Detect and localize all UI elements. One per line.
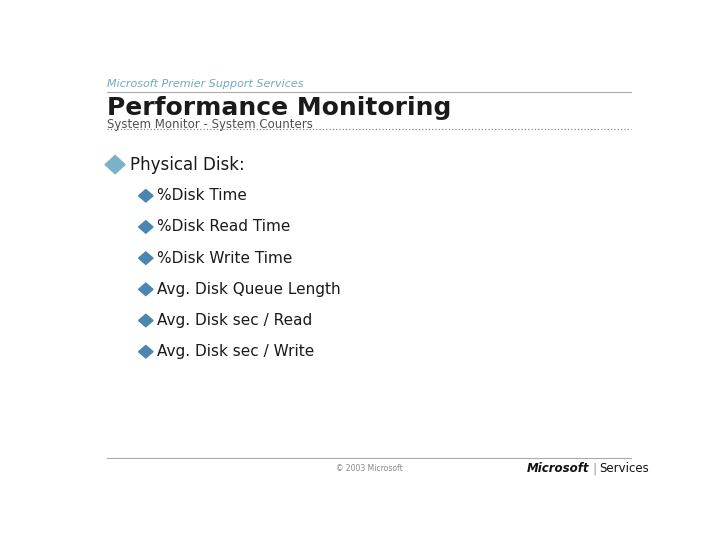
Text: %Disk Write Time: %Disk Write Time xyxy=(157,251,292,266)
Text: Performance Monitoring: Performance Monitoring xyxy=(107,96,451,120)
Polygon shape xyxy=(138,346,153,358)
Text: %Disk Read Time: %Disk Read Time xyxy=(157,219,290,234)
Text: Services: Services xyxy=(599,462,649,475)
Text: |: | xyxy=(593,462,596,475)
Polygon shape xyxy=(138,252,153,265)
Polygon shape xyxy=(138,190,153,202)
Text: System Monitor - System Counters: System Monitor - System Counters xyxy=(107,118,312,131)
Text: Avg. Disk sec / Write: Avg. Disk sec / Write xyxy=(157,344,314,359)
Text: Microsoft: Microsoft xyxy=(527,462,590,475)
Polygon shape xyxy=(138,314,153,327)
Text: %Disk Time: %Disk Time xyxy=(157,188,247,203)
Text: Microsoft Premier Support Services: Microsoft Premier Support Services xyxy=(107,79,303,89)
Text: Avg. Disk Queue Length: Avg. Disk Queue Length xyxy=(157,282,341,297)
Text: © 2003 Microsoft: © 2003 Microsoft xyxy=(336,464,402,472)
Polygon shape xyxy=(105,156,125,174)
Text: Avg. Disk sec / Read: Avg. Disk sec / Read xyxy=(157,313,312,328)
Polygon shape xyxy=(138,221,153,233)
Polygon shape xyxy=(138,283,153,295)
Text: Physical Disk:: Physical Disk: xyxy=(130,156,244,173)
